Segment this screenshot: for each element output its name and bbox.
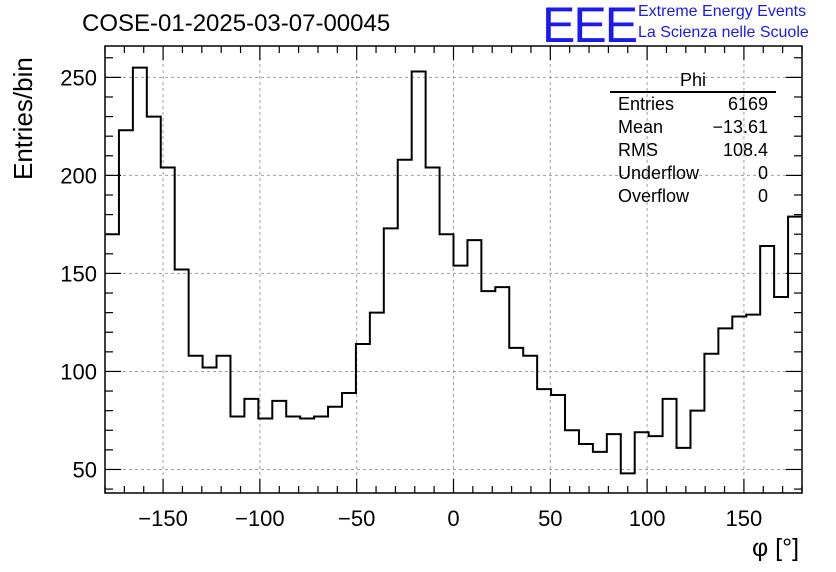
x-tick-label: 0 <box>447 506 459 531</box>
histogram-bin <box>718 328 732 493</box>
x-tick-label: 100 <box>629 506 666 531</box>
stats-value: 0 <box>757 163 768 183</box>
stats-label: Mean <box>618 117 664 137</box>
histogram-bin <box>495 287 509 493</box>
histogram-outline <box>105 66 802 475</box>
stats-value: −13.61 <box>712 117 768 137</box>
logo-text-line1: Extreme Energy Events <box>638 3 807 20</box>
histogram-bin <box>454 266 468 493</box>
histogram-bin <box>704 354 718 493</box>
eee-logo: EEE <box>542 0 638 53</box>
x-axis-label: φ [°] <box>752 534 800 562</box>
histogram-bin <box>732 317 746 493</box>
histogram-bin <box>523 356 537 493</box>
histogram-bin <box>649 436 663 493</box>
histogram-bin <box>147 117 161 493</box>
stats-label: Overflow <box>618 186 690 206</box>
x-tick-labels: −150 −100 −50 0 50 100 150 <box>138 506 762 531</box>
y-tick-label: 250 <box>60 65 97 90</box>
chart-title: COSE-01-2025-03-07-00045 <box>82 10 391 37</box>
y-tick-label: 100 <box>60 359 97 384</box>
histogram-bin <box>412 71 426 493</box>
histogram-bin <box>328 407 342 493</box>
stats-value: 108.4 <box>722 140 768 160</box>
x-tick-label: −100 <box>235 506 285 531</box>
histogram-bin <box>690 411 704 493</box>
stats-row-underflow: Underflow 0 <box>610 162 776 185</box>
grid-lines <box>105 46 802 493</box>
y-axis-label: Entries/bin <box>8 57 38 180</box>
stats-row-overflow: Overflow 0 <box>610 185 776 208</box>
histogram-bin <box>537 389 551 493</box>
histogram-bin <box>677 448 691 493</box>
y-tick-labels: 50 100 150 200 250 <box>60 65 97 482</box>
histogram-bin <box>286 417 300 493</box>
histogram-bin <box>230 417 244 493</box>
histogram-bin <box>300 419 314 494</box>
histogram-bin <box>342 393 356 493</box>
logo-text-line2: La Scienza nelle Scuole <box>638 24 809 41</box>
histogram-bin <box>272 401 286 493</box>
histogram-bin <box>133 68 147 493</box>
histogram-bin <box>203 368 217 493</box>
histogram-bin <box>356 344 370 493</box>
histogram-bin <box>467 240 481 493</box>
histogram-bin <box>774 297 788 493</box>
histogram-bin <box>579 444 593 493</box>
y-tick-label: 150 <box>60 261 97 286</box>
stats-title: Phi <box>610 70 776 93</box>
histogram-bin <box>175 270 189 494</box>
histogram-bin <box>746 315 760 493</box>
stats-value: 0 <box>757 186 768 206</box>
x-tick-label: −50 <box>338 506 375 531</box>
stats-label: RMS <box>618 140 658 160</box>
x-tick-label: −150 <box>138 506 188 531</box>
histogram-bin <box>788 217 802 493</box>
histogram-bin <box>398 160 412 493</box>
stats-box: Phi Entries 6169 Mean −13.61 RMS 108.4 U… <box>610 70 776 208</box>
histogram-bin <box>119 130 133 493</box>
histogram-bin <box>314 417 328 493</box>
x-tick-label: 150 <box>726 506 763 531</box>
histogram-bin <box>551 395 565 493</box>
histogram-bin <box>481 291 495 493</box>
histogram-bin <box>607 434 621 493</box>
histogram-bin <box>440 234 454 493</box>
histogram-bin <box>663 399 677 493</box>
stats-label: Entries <box>618 94 675 114</box>
y-tick-label: 200 <box>60 163 97 188</box>
histogram-bars <box>105 66 802 494</box>
histogram-bin <box>244 399 258 493</box>
stats-row-entries: Entries 6169 <box>610 93 776 116</box>
histogram-bin <box>426 168 440 493</box>
histogram-bin <box>565 430 579 493</box>
stats-value: 6169 <box>727 94 768 114</box>
histogram-bin <box>509 348 523 493</box>
stats-row-rms: RMS 108.4 <box>610 139 776 162</box>
histogram-bin <box>217 356 231 493</box>
histogram-bin <box>760 246 774 493</box>
y-tick-label: 50 <box>73 457 97 482</box>
stats-row-mean: Mean −13.61 <box>610 116 776 139</box>
histogram-bin <box>593 452 607 493</box>
histogram-bin <box>384 228 398 493</box>
histogram-bin <box>161 168 175 493</box>
stats-label: Underflow <box>618 163 700 183</box>
histogram-bin <box>189 356 203 493</box>
x-tick-label: 50 <box>538 506 562 531</box>
axis-ticks <box>104 46 803 493</box>
histogram-bin <box>370 313 384 493</box>
